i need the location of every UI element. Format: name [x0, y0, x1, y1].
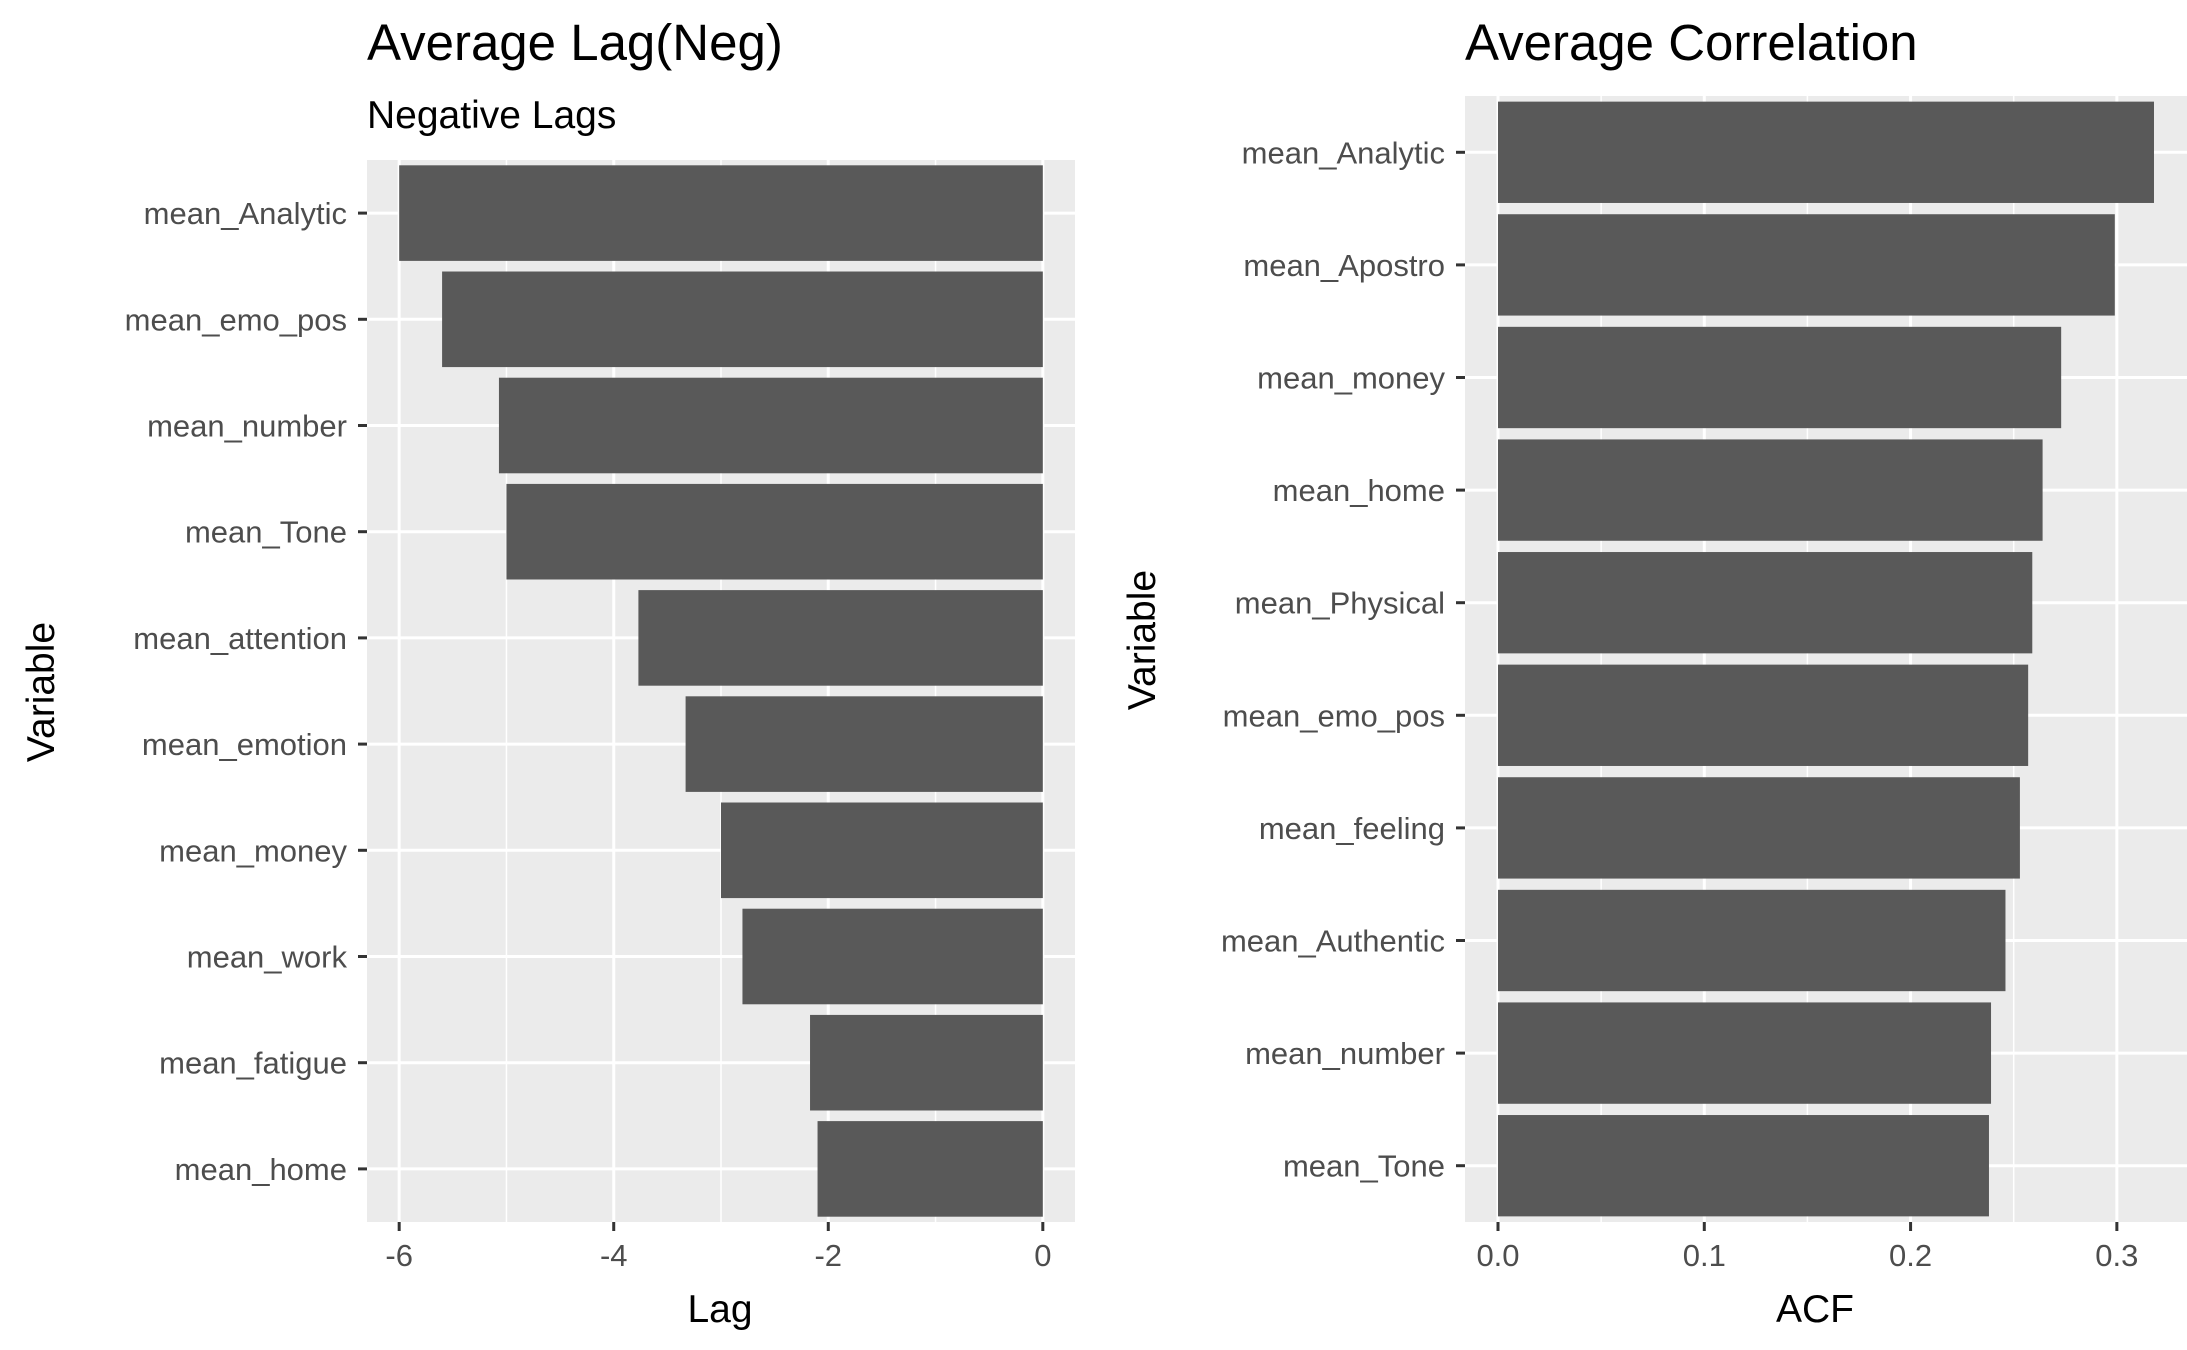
- bar-mean_emo_pos: [1498, 664, 2029, 766]
- bar-mean_fatigue: [810, 1014, 1043, 1111]
- bar-mean_emo_pos: [442, 271, 1043, 368]
- y-tick-label: mean_Authentic: [1221, 924, 1445, 959]
- y-tick-label: mean_money: [1257, 361, 1445, 396]
- bar-mean_Tone: [1498, 1115, 1989, 1217]
- lag-chart: Average Lag(Neg) Negative Lags mean_Anal…: [20, 14, 1075, 1331]
- bar-mean_emotion: [685, 696, 1043, 792]
- x-tick-label: -6: [385, 1238, 413, 1273]
- x-tick-label: 0.2: [1889, 1238, 1932, 1273]
- y-tick-label: mean_fatigue: [159, 1046, 347, 1081]
- y-tick-label: mean_number: [147, 409, 347, 444]
- bar-mean_money: [721, 802, 1043, 899]
- x-tick-label: 0: [1034, 1238, 1051, 1273]
- y-tick-label: mean_emo_pos: [1223, 698, 1445, 733]
- x-tick-label: 0.1: [1683, 1238, 1726, 1273]
- y-tick-label: mean_Apostro: [1243, 248, 1445, 283]
- x-tick-label: -2: [814, 1238, 842, 1273]
- plot-area: mean_Analytic mean_Apostro mean_money mean_…: [1221, 96, 2187, 1273]
- x-tick-label: 0.3: [2095, 1238, 2138, 1273]
- x-tick-label: -4: [600, 1238, 628, 1273]
- correlation-chart: Average Correlation mean_Analytic mean_Ap…: [1121, 14, 2187, 1331]
- bar-mean_Analytic: [1498, 101, 2154, 203]
- y-tick-label: mean_home: [175, 1152, 347, 1187]
- plot-area: mean_Analytic mean_emo_pos mean_numbermean…: [125, 160, 1075, 1273]
- y-tick-label: mean_work: [187, 940, 348, 975]
- y-tick-label: mean_feeling: [1259, 811, 1445, 846]
- y-tick-label: mean_Physical: [1235, 586, 1445, 621]
- y-axis-title: Variable: [20, 622, 63, 762]
- y-tick-label: mean_money: [159, 833, 347, 868]
- bar-mean_home: [1498, 439, 2043, 541]
- bar-mean_Physical: [1498, 552, 2033, 654]
- bar-mean_feeling: [1498, 777, 2020, 879]
- bar-mean_Analytic: [399, 165, 1043, 261]
- chart-title: Average Lag(Neg): [367, 14, 783, 71]
- bar-mean_money: [1498, 326, 2062, 429]
- y-tick-label: mean_home: [1273, 473, 1445, 508]
- y-tick-label: mean_number: [1245, 1036, 1445, 1071]
- chart-title: Average Correlation: [1465, 14, 1918, 71]
- bar-mean_Apostro: [1498, 214, 2115, 316]
- y-tick-label: mean_Tone: [185, 515, 347, 550]
- y-tick-label: mean_Analytic: [1242, 135, 1445, 170]
- bar-mean_number: [498, 377, 1043, 474]
- y-tick-label: mean_attention: [133, 621, 347, 656]
- bar-mean_Authentic: [1498, 889, 2006, 992]
- bar-mean_Tone: [506, 483, 1043, 580]
- y-tick-label: mean_Analytic: [144, 196, 347, 231]
- bar-mean_work: [742, 908, 1043, 1005]
- bar-mean_number: [1498, 1002, 1992, 1104]
- y-tick-label: mean_emotion: [142, 727, 347, 762]
- x-tick-label: 0.0: [1476, 1238, 1519, 1273]
- y-axis-title: Variable: [1121, 570, 1164, 710]
- y-tick-label: mean_Tone: [1283, 1149, 1445, 1184]
- y-tick-label: mean_emo_pos: [125, 302, 347, 337]
- x-axis-title: ACF: [1776, 1288, 1854, 1331]
- bar-mean_attention: [638, 590, 1043, 686]
- chart-subtitle: Negative Lags: [367, 94, 616, 137]
- x-axis-title: Lag: [687, 1288, 752, 1331]
- bar-mean_home: [817, 1121, 1043, 1217]
